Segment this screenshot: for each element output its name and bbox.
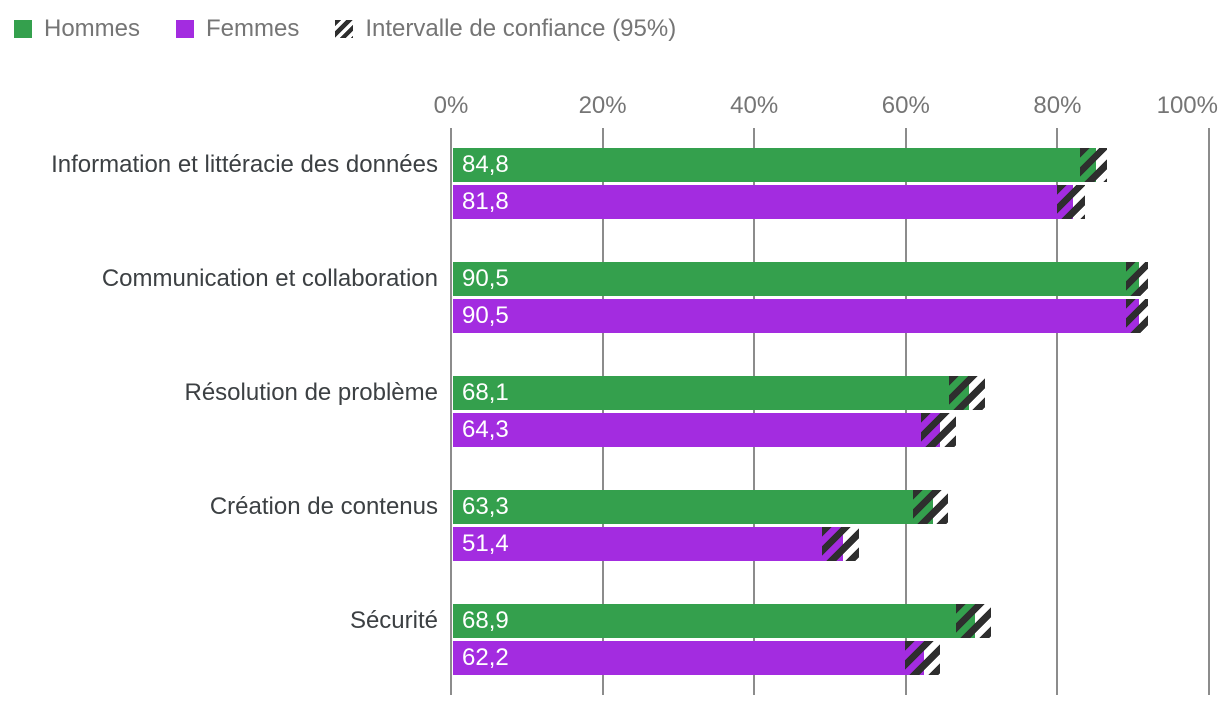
hommes-color-swatch-icon <box>14 20 32 38</box>
bar-value-label: 90,5 <box>462 265 509 292</box>
confidence-interval-band <box>1125 262 1149 296</box>
bar-value-label: 62,2 <box>462 644 509 671</box>
bar-femmes: 62,2 <box>453 641 925 675</box>
gridline <box>1056 128 1059 695</box>
axis-tick-label: 40% <box>730 92 779 119</box>
bar-value-label: 63,3 <box>462 493 509 520</box>
confidence-interval-band <box>955 604 991 638</box>
category-label: Sécurité <box>349 607 438 634</box>
chart-legend: Hommes Femmes Intervalle de confiance (9… <box>14 15 676 43</box>
bar-hommes: 68,1 <box>453 376 970 410</box>
confidence-interval-band <box>822 527 859 561</box>
legend-label-femmes: Femmes <box>206 15 300 42</box>
bar-value-label: 84,8 <box>462 151 509 178</box>
axis-tick-label: 60% <box>881 92 930 119</box>
confidence-interval-band <box>949 376 986 410</box>
bar-value-label: 81,8 <box>462 188 509 215</box>
plot-area: 84,8 90,5 68,1 63,3 68,9 81,8 90,5 64,3 51,4 62,2 <box>450 128 1210 695</box>
legend-item-femmes: Femmes <box>176 15 299 43</box>
legend-label-confidence-interval: Intervalle de confiance (95%) <box>365 15 677 42</box>
gridline <box>1208 128 1210 695</box>
bar-hommes: 68,9 <box>453 604 976 638</box>
bar-value-label: 51,4 <box>462 530 509 557</box>
axis-tick-label: 100% <box>1156 92 1218 119</box>
legend-item-hommes: Hommes <box>14 15 140 43</box>
category-label: Information et littéracie des données <box>51 151 438 178</box>
gridline <box>904 128 907 695</box>
bar-femmes: 51,4 <box>453 527 843 561</box>
bar-value-label: 68,9 <box>462 607 509 634</box>
legend-item-confidence-interval: Intervalle de confiance (95%) <box>335 15 676 43</box>
bar-hommes: 84,8 <box>453 148 1096 182</box>
bar-value-label: 90,5 <box>462 302 509 329</box>
confidence-interval-band <box>913 490 949 524</box>
hatch-pattern-swatch-icon <box>335 20 354 38</box>
confidence-interval-band <box>1125 299 1149 333</box>
gridline <box>450 128 452 695</box>
confidence-interval-band <box>1080 148 1108 182</box>
axis-tick-label: 20% <box>578 92 627 119</box>
bar-value-label: 64,3 <box>462 416 509 443</box>
femmes-color-swatch-icon <box>176 20 195 38</box>
bar-femmes: 81,8 <box>453 185 1074 219</box>
legend-label-hommes: Hommes <box>44 15 141 42</box>
axis-tick-label: 80% <box>1033 92 1082 119</box>
axis-tick-label: 0% <box>433 92 469 119</box>
bar-value-label: 68,1 <box>462 379 509 406</box>
bar-hommes: 63,3 <box>453 490 933 524</box>
confidence-interval-band <box>920 413 956 447</box>
bar-femmes: 64,3 <box>453 413 941 447</box>
confidence-interval-band <box>1057 185 1085 219</box>
bar-femmes: 90,5 <box>453 299 1139 333</box>
category-label: Résolution de problème <box>184 379 439 406</box>
confidence-interval-band <box>905 641 940 675</box>
gridline <box>753 128 756 695</box>
category-label: Création de contenus <box>209 493 438 520</box>
bar-hommes: 90,5 <box>453 262 1139 296</box>
gridline <box>601 128 604 695</box>
category-label: Communication et collaboration <box>101 265 438 292</box>
